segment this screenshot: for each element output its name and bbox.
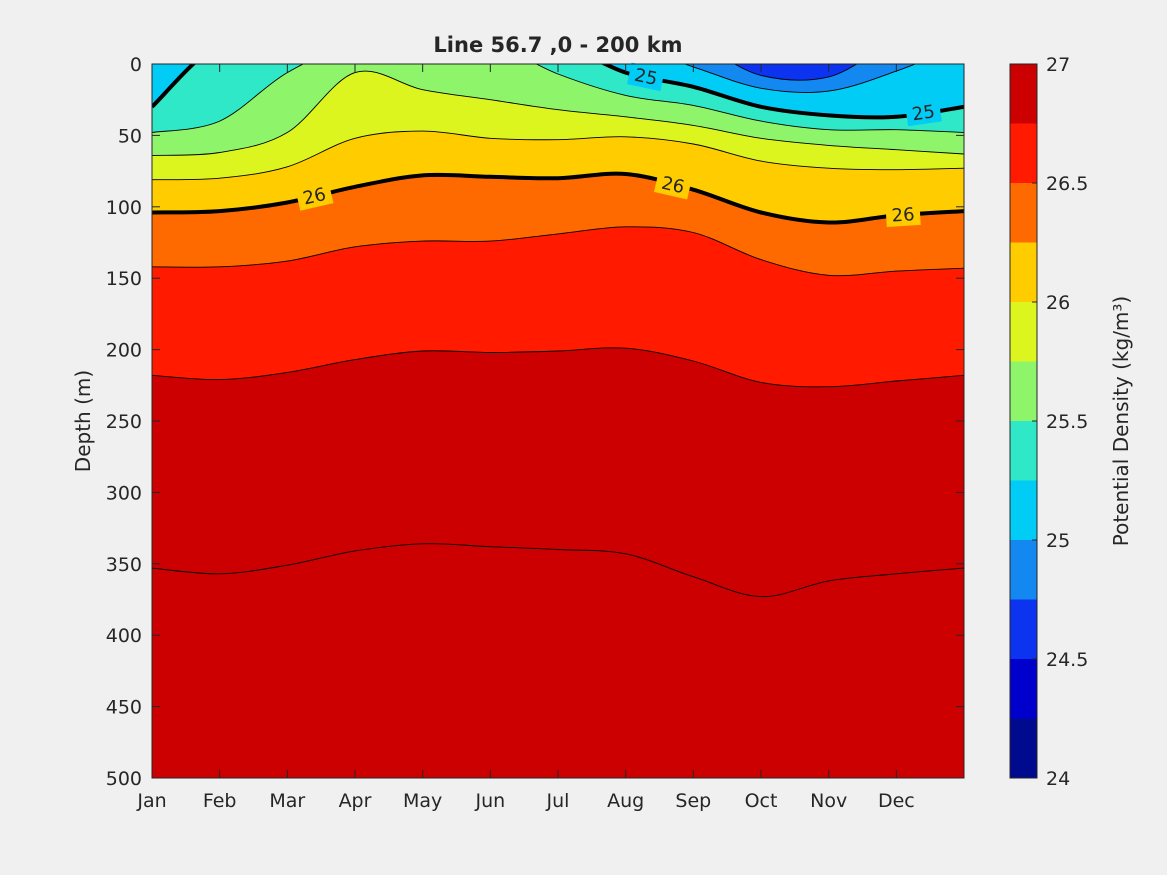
x-tick-label: Feb — [203, 790, 237, 812]
contour-lines — [152, 64, 964, 598]
x-tick-label: Jul — [546, 790, 570, 812]
y-tick-label: 450 — [106, 697, 142, 719]
x-tick-label: May — [403, 790, 442, 812]
density-band — [152, 543, 964, 778]
contour-line — [152, 130, 964, 181]
contour-label: 25 — [911, 101, 937, 125]
x-axis: Jan Feb Mar Apr May Jun Jul Aug Sep Oct Nov Dec — [136, 64, 915, 812]
y-tick-label: 350 — [106, 554, 142, 576]
colorbar-segment — [1010, 123, 1037, 183]
colorbar-segment — [1010, 540, 1037, 600]
contour-line — [152, 70, 964, 156]
chart-title: Line 56.7 ,0 - 200 km — [433, 33, 682, 57]
x-tick-label: Aug — [607, 790, 644, 812]
contour-label: 26 — [659, 173, 686, 199]
colorbar-tick-label: 26 — [1046, 292, 1070, 314]
colorbar-segment — [1010, 718, 1037, 778]
x-tick-label: Oct — [745, 790, 778, 812]
contour-line-bold — [152, 171, 964, 225]
colorbar-tick-label: 26.5 — [1046, 173, 1088, 195]
contour-line — [152, 64, 964, 133]
y-tick-label: 100 — [106, 197, 142, 219]
y-tick-label: 250 — [106, 411, 142, 433]
y-axis: 0 50 100 150 200 250 300 350 400 450 500 — [106, 54, 964, 790]
x-tick-label: Dec — [878, 790, 915, 812]
contour-line — [733, 64, 858, 81]
density-bands — [152, 64, 964, 778]
y-tick-label: 150 — [106, 268, 142, 290]
x-tick-label: Apr — [339, 790, 372, 812]
x-tick-label: Sep — [675, 790, 711, 812]
colorbar-segment — [1010, 302, 1037, 362]
x-tick-label: Nov — [810, 790, 847, 812]
contour-label: 26 — [301, 184, 328, 210]
colorbar-label: Potential Density (kg/m³) — [1109, 296, 1133, 547]
colorbar-segment — [1010, 659, 1037, 719]
contour-label-gap — [885, 202, 921, 227]
colorbar-segment — [1010, 480, 1037, 540]
contour-line — [152, 347, 964, 388]
contour-label-gap — [627, 62, 665, 92]
x-tick-label: Jan — [136, 790, 166, 812]
contour-label: 26 — [891, 204, 915, 226]
contour-label: 25 — [633, 65, 660, 90]
contour-line-bold — [152, 64, 964, 120]
contour-line — [152, 543, 964, 598]
y-axis-label: Depth (m) — [71, 370, 95, 472]
contour-label-gap — [653, 170, 693, 200]
colorbar-segment — [1010, 183, 1037, 243]
colorbar-tick-label: 24 — [1046, 768, 1070, 790]
y-tick-label: 400 — [106, 625, 142, 647]
y-tick-label: 50 — [118, 125, 142, 147]
colorbar-segment — [1010, 599, 1037, 659]
colorbar-tick-label: 27 — [1046, 54, 1070, 76]
colorbar-tick-label: 25.5 — [1046, 411, 1088, 433]
y-tick-label: 0 — [130, 54, 142, 76]
colorbar: 24 24.5 25 25.5 26 26.5 27 — [1009, 54, 1088, 790]
contour-label-gap — [295, 181, 334, 211]
colorbar-segment — [1010, 242, 1037, 302]
contour-labels: 25 25 26 26 26 — [295, 62, 942, 227]
colorbar-tick-label: 25 — [1046, 530, 1070, 552]
y-tick-label: 500 — [106, 768, 142, 790]
contour-line — [152, 226, 964, 277]
colorbar-segment — [1010, 361, 1037, 421]
y-tick-label: 300 — [106, 482, 142, 504]
colorbar-tick-label: 24.5 — [1046, 649, 1088, 671]
x-tick-label: Mar — [269, 790, 305, 812]
colorbar-segment — [1010, 421, 1037, 481]
contour-line — [683, 64, 917, 94]
contour-label-gap — [904, 99, 942, 127]
colorbar-segment — [1010, 64, 1037, 124]
y-tick-label: 200 — [106, 340, 142, 362]
x-tick-label: Jun — [474, 790, 505, 812]
